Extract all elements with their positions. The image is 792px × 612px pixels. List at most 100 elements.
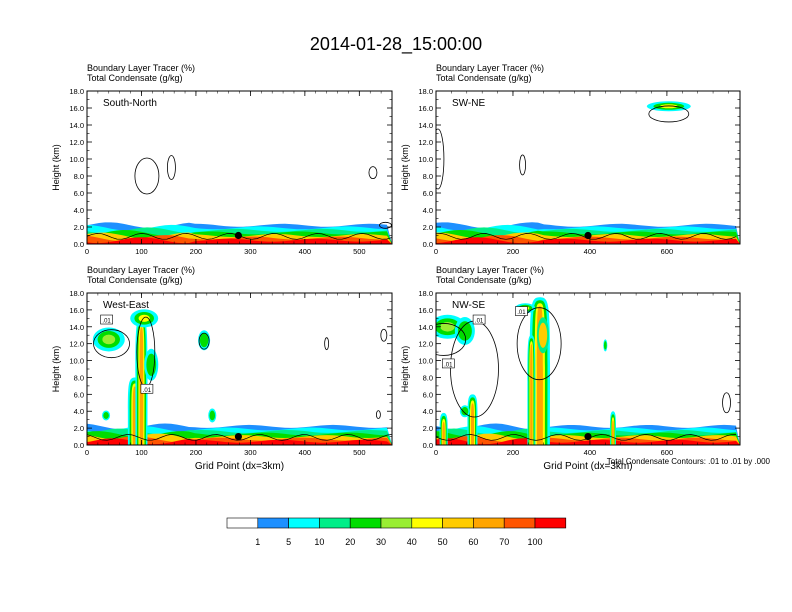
y-tick-label: 16.0 [418, 104, 433, 113]
y-tick-label: 0.0 [74, 240, 84, 249]
condensate-contour [134, 157, 160, 195]
panel-sw-ne: Boundary Layer Tracer (%)Total Condensat… [400, 63, 741, 256]
x-tick-label: 100 [135, 247, 148, 256]
contour-label-box [100, 314, 113, 325]
panel-subtitle-condensate: Total Condensate (g/kg) [87, 275, 183, 285]
x-tick-label: 400 [299, 247, 312, 256]
colorbar-swatch [349, 517, 382, 529]
panel-nw-se: Boundary Layer Tracer (%)Total Condensat… [400, 265, 741, 472]
condensate-contour [722, 392, 731, 414]
condensate-contour [436, 323, 467, 356]
panel-field: .01 .01 .01 [436, 297, 740, 445]
y-tick-label: 8.0 [423, 373, 433, 382]
x-tick-label: 0 [434, 247, 438, 256]
y-tick-label: 14.0 [418, 121, 433, 130]
y-tick-label: 2.0 [423, 424, 433, 433]
y-tick-label: 6.0 [74, 189, 84, 198]
location-marker [584, 432, 592, 441]
contour-label: .01 [102, 319, 111, 325]
y-tick-label: 4.0 [74, 407, 84, 416]
figure-title: 2014-01-28_15:00:00 [310, 34, 482, 55]
y-tick-label: 0.0 [423, 240, 433, 249]
colorbar-swatch [257, 517, 289, 529]
x-tick-label: 500 [353, 247, 366, 256]
x-tick-label: 300 [244, 448, 257, 457]
convective-tower [530, 344, 533, 445]
colorbar-label: 30 [376, 537, 386, 547]
contour-label-box [515, 306, 528, 316]
x-tick-label: 400 [584, 247, 597, 256]
panel-label: West-East [103, 300, 149, 311]
x-tick-label: 0 [85, 448, 89, 457]
condensate-contour [379, 221, 392, 229]
x-axis-label: Grid Point (dx=3km) [195, 461, 284, 472]
condensate-contour [375, 410, 381, 420]
panel-label: NW-SE [452, 300, 485, 311]
tracer-blob [102, 334, 116, 345]
contour-label: .01 [444, 362, 453, 368]
condensate-contour [368, 166, 378, 180]
colorbar-swatch [411, 517, 443, 529]
y-tick-label: 16.0 [69, 104, 84, 113]
y-tick-label: 12.0 [418, 340, 433, 349]
y-axis-label: Height (km) [51, 144, 61, 191]
x-tick-label: 100 [135, 448, 148, 457]
x-axis-label: Grid Point (dx=3km) [543, 461, 632, 472]
y-tick-label: 14.0 [418, 323, 433, 332]
panel-frame [86, 90, 393, 245]
condensate-contour [93, 329, 130, 359]
y-tick-label: 18.0 [418, 289, 433, 298]
colorbar-swatch [288, 517, 320, 529]
location-marker [234, 231, 243, 240]
colorbar-swatch [380, 517, 413, 529]
contour-label-box [140, 383, 154, 394]
panels: Boundary Layer Tracer (%)Total Condensat… [51, 63, 741, 472]
panel-subtitle-condensate: Total Condensate (g/kg) [436, 73, 532, 83]
panel-label: SW-NE [452, 98, 485, 109]
y-tick-label: 2.0 [423, 223, 433, 232]
panel-subtitle-tracer: Boundary Layer Tracer (%) [436, 265, 544, 275]
y-axis-label: Height (km) [400, 346, 410, 393]
x-tick-label: 300 [244, 247, 257, 256]
x-tick-label: 200 [190, 448, 203, 457]
x-tick-label: 200 [507, 448, 520, 457]
y-tick-label: 0.0 [74, 441, 84, 450]
x-tick-label: 600 [661, 247, 674, 256]
colorbar-label: 70 [499, 537, 509, 547]
condensate-contour-low [87, 434, 392, 441]
boundary-layer-band [436, 237, 740, 244]
tracer-blob [209, 410, 216, 421]
y-tick-label: 6.0 [74, 390, 84, 399]
colorbar-swatch [226, 517, 259, 529]
colorbar-label: 60 [468, 537, 478, 547]
y-tick-label: 18.0 [69, 87, 84, 96]
panel-subtitle-tracer: Boundary Layer Tracer (%) [87, 265, 195, 275]
colorbar-label: 50 [438, 537, 448, 547]
y-tick-label: 12.0 [69, 138, 84, 147]
y-tick-label: 6.0 [423, 189, 433, 198]
colorbar-swatch [534, 517, 567, 529]
tracer-blob [461, 407, 469, 416]
colorbar-swatch [503, 517, 536, 529]
y-tick-label: 10.0 [418, 357, 433, 366]
location-marker [234, 432, 243, 441]
colorbar-label: 5 [286, 537, 291, 547]
tracer-blob [538, 322, 548, 348]
contour-label: .01 [517, 310, 526, 316]
condensate-contour [519, 154, 526, 176]
colorbar-label: 20 [345, 537, 355, 547]
convective-tower [612, 420, 614, 445]
colorbar-label: 1 [255, 537, 260, 547]
panel-subtitle-tracer: Boundary Layer Tracer (%) [87, 63, 195, 73]
colorbar-label: 40 [407, 537, 417, 547]
tracer-blob [603, 341, 607, 350]
panel-frame [435, 90, 741, 245]
y-tick-label: 4.0 [423, 206, 433, 215]
condensate-contour [167, 155, 176, 180]
tracer-blob [103, 411, 109, 419]
y-tick-label: 4.0 [74, 206, 84, 215]
y-axis-label: Height (km) [51, 346, 61, 393]
tracer-blob [457, 321, 472, 341]
y-tick-label: 10.0 [418, 155, 433, 164]
y-tick-label: 4.0 [423, 407, 433, 416]
